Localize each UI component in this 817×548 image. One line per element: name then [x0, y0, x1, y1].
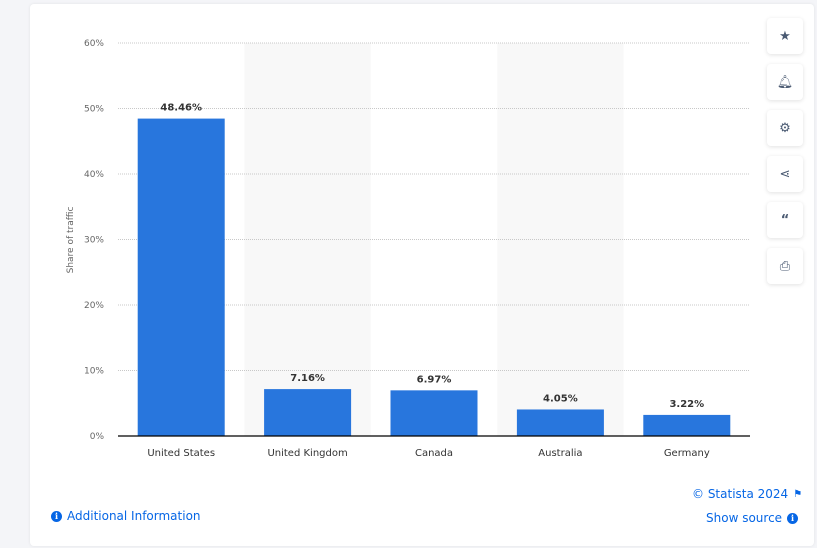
y-tick-label: 10%: [84, 367, 104, 377]
y-tick-label: 50%: [84, 105, 104, 115]
y-tick-label: 30%: [84, 236, 104, 246]
share-button[interactable]: ⋖: [767, 156, 803, 192]
y-tick-label: 20%: [84, 301, 104, 311]
bell-icon: 🔔︎: [776, 74, 794, 90]
favorite-button[interactable]: ★: [767, 18, 803, 54]
data-label: 4.05%: [543, 393, 578, 404]
additional-information-link[interactable]: i Additional Information: [51, 509, 201, 523]
star-icon: ★: [779, 28, 791, 44]
print-button[interactable]: ⎙: [767, 248, 803, 284]
data-label: 3.22%: [669, 399, 704, 410]
print-icon: ⎙: [779, 258, 791, 274]
x-tick-label: Germany: [664, 448, 710, 459]
quote-icon: “: [780, 212, 790, 228]
data-label: 7.16%: [290, 373, 325, 384]
share-icon: ⋖: [779, 166, 791, 182]
y-tick-label: 60%: [84, 39, 104, 49]
bar: [643, 414, 731, 436]
info-icon: i: [787, 512, 799, 524]
show-source-link[interactable]: Show source i: [706, 511, 799, 525]
bar: [137, 118, 225, 436]
category-band: [244, 43, 371, 436]
bar: [390, 390, 478, 436]
x-tick-label: Canada: [415, 448, 453, 459]
data-label: 6.97%: [417, 374, 452, 385]
data-label: 48.46%: [160, 103, 202, 114]
copyright-text: © Statista 2024: [692, 487, 789, 501]
bar: [516, 409, 604, 436]
y-axis-title: Share of traffic: [66, 207, 76, 274]
gear-icon: ⚙: [779, 120, 791, 136]
settings-button[interactable]: ⚙: [767, 110, 803, 146]
info-icon: i: [51, 510, 62, 522]
copyright-link[interactable]: © Statista 2024 ⚑: [692, 487, 802, 501]
additional-information-label: Additional Information: [67, 509, 201, 523]
x-tick-label: Australia: [538, 448, 582, 459]
y-tick-label: 0%: [90, 432, 105, 442]
notification-button[interactable]: 🔔︎: [767, 64, 803, 100]
cite-button[interactable]: “: [767, 202, 803, 238]
x-tick-label: United States: [147, 448, 215, 459]
flag-icon: ⚑: [793, 488, 803, 500]
bar: [264, 389, 352, 436]
x-tick-label: United Kingdom: [267, 448, 347, 459]
show-source-label: Show source: [706, 511, 783, 525]
y-tick-label: 40%: [84, 170, 104, 180]
